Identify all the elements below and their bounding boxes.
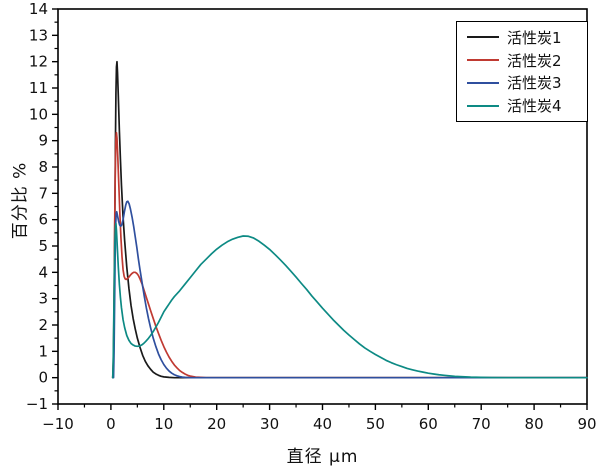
legend-label-1: 活性炭1 [507,28,562,47]
y-tick-label: 5 [38,237,48,255]
y-tick-label: 10 [29,105,48,123]
y-tick-label: −1 [26,395,48,413]
y-tick-label: 7 [38,184,48,202]
series-line-3 [112,200,588,379]
legend-label-2: 活性炭2 [507,51,562,70]
y-tick-label: 3 [38,290,48,308]
legend-entry-3: 活性炭3 [467,73,587,93]
x-tick-label: 90 [577,415,596,433]
x-tick-label: 70 [472,415,491,433]
y-axis-title: 百分比 % [10,161,31,240]
x-tick-label: 40 [313,415,332,433]
x-tick-label: 0 [106,415,116,433]
y-tick-label: 9 [38,132,48,150]
y-tick-label: 8 [38,158,48,176]
y-tick-label: 11 [29,79,48,97]
y-tick-label: 4 [38,263,48,281]
legend-entry-1: 活性炭1 [467,27,587,47]
series-line-1 [111,60,588,379]
legend-entry-2: 活性炭2 [467,50,587,70]
legend-label-4: 活性炭4 [507,97,562,116]
y-tick-label: 6 [38,211,48,229]
x-tick-label: 60 [419,415,438,433]
x-tick-label: 10 [154,415,173,433]
y-tick-label: 13 [29,26,48,44]
legend-line-swatch-2 [467,59,499,62]
x-tick-label: 20 [207,415,226,433]
y-tick-label: 12 [29,53,48,71]
y-tick-label: 14 [29,0,48,18]
legend-label-3: 活性炭3 [507,74,562,93]
legend-entry-4: 活性炭4 [467,96,587,116]
legend-line-swatch-3 [467,81,499,84]
legend-box: 活性炭1 活性炭2 活性炭3 活性炭4 [456,21,588,122]
legend-line-swatch-4 [467,104,499,107]
y-tick-label: 1 [38,342,48,360]
y-tick-label: 2 [38,316,48,334]
x-tick-label: −10 [42,415,74,433]
series-line-4 [111,222,588,379]
x-tick-label: 50 [366,415,385,433]
y-tick-label: 0 [38,369,48,387]
x-tick-label: 30 [260,415,279,433]
x-tick-label: 80 [525,415,544,433]
x-axis-title: 直径 μm [286,447,359,467]
series-line-2 [111,131,588,379]
legend-line-swatch-1 [467,36,499,39]
